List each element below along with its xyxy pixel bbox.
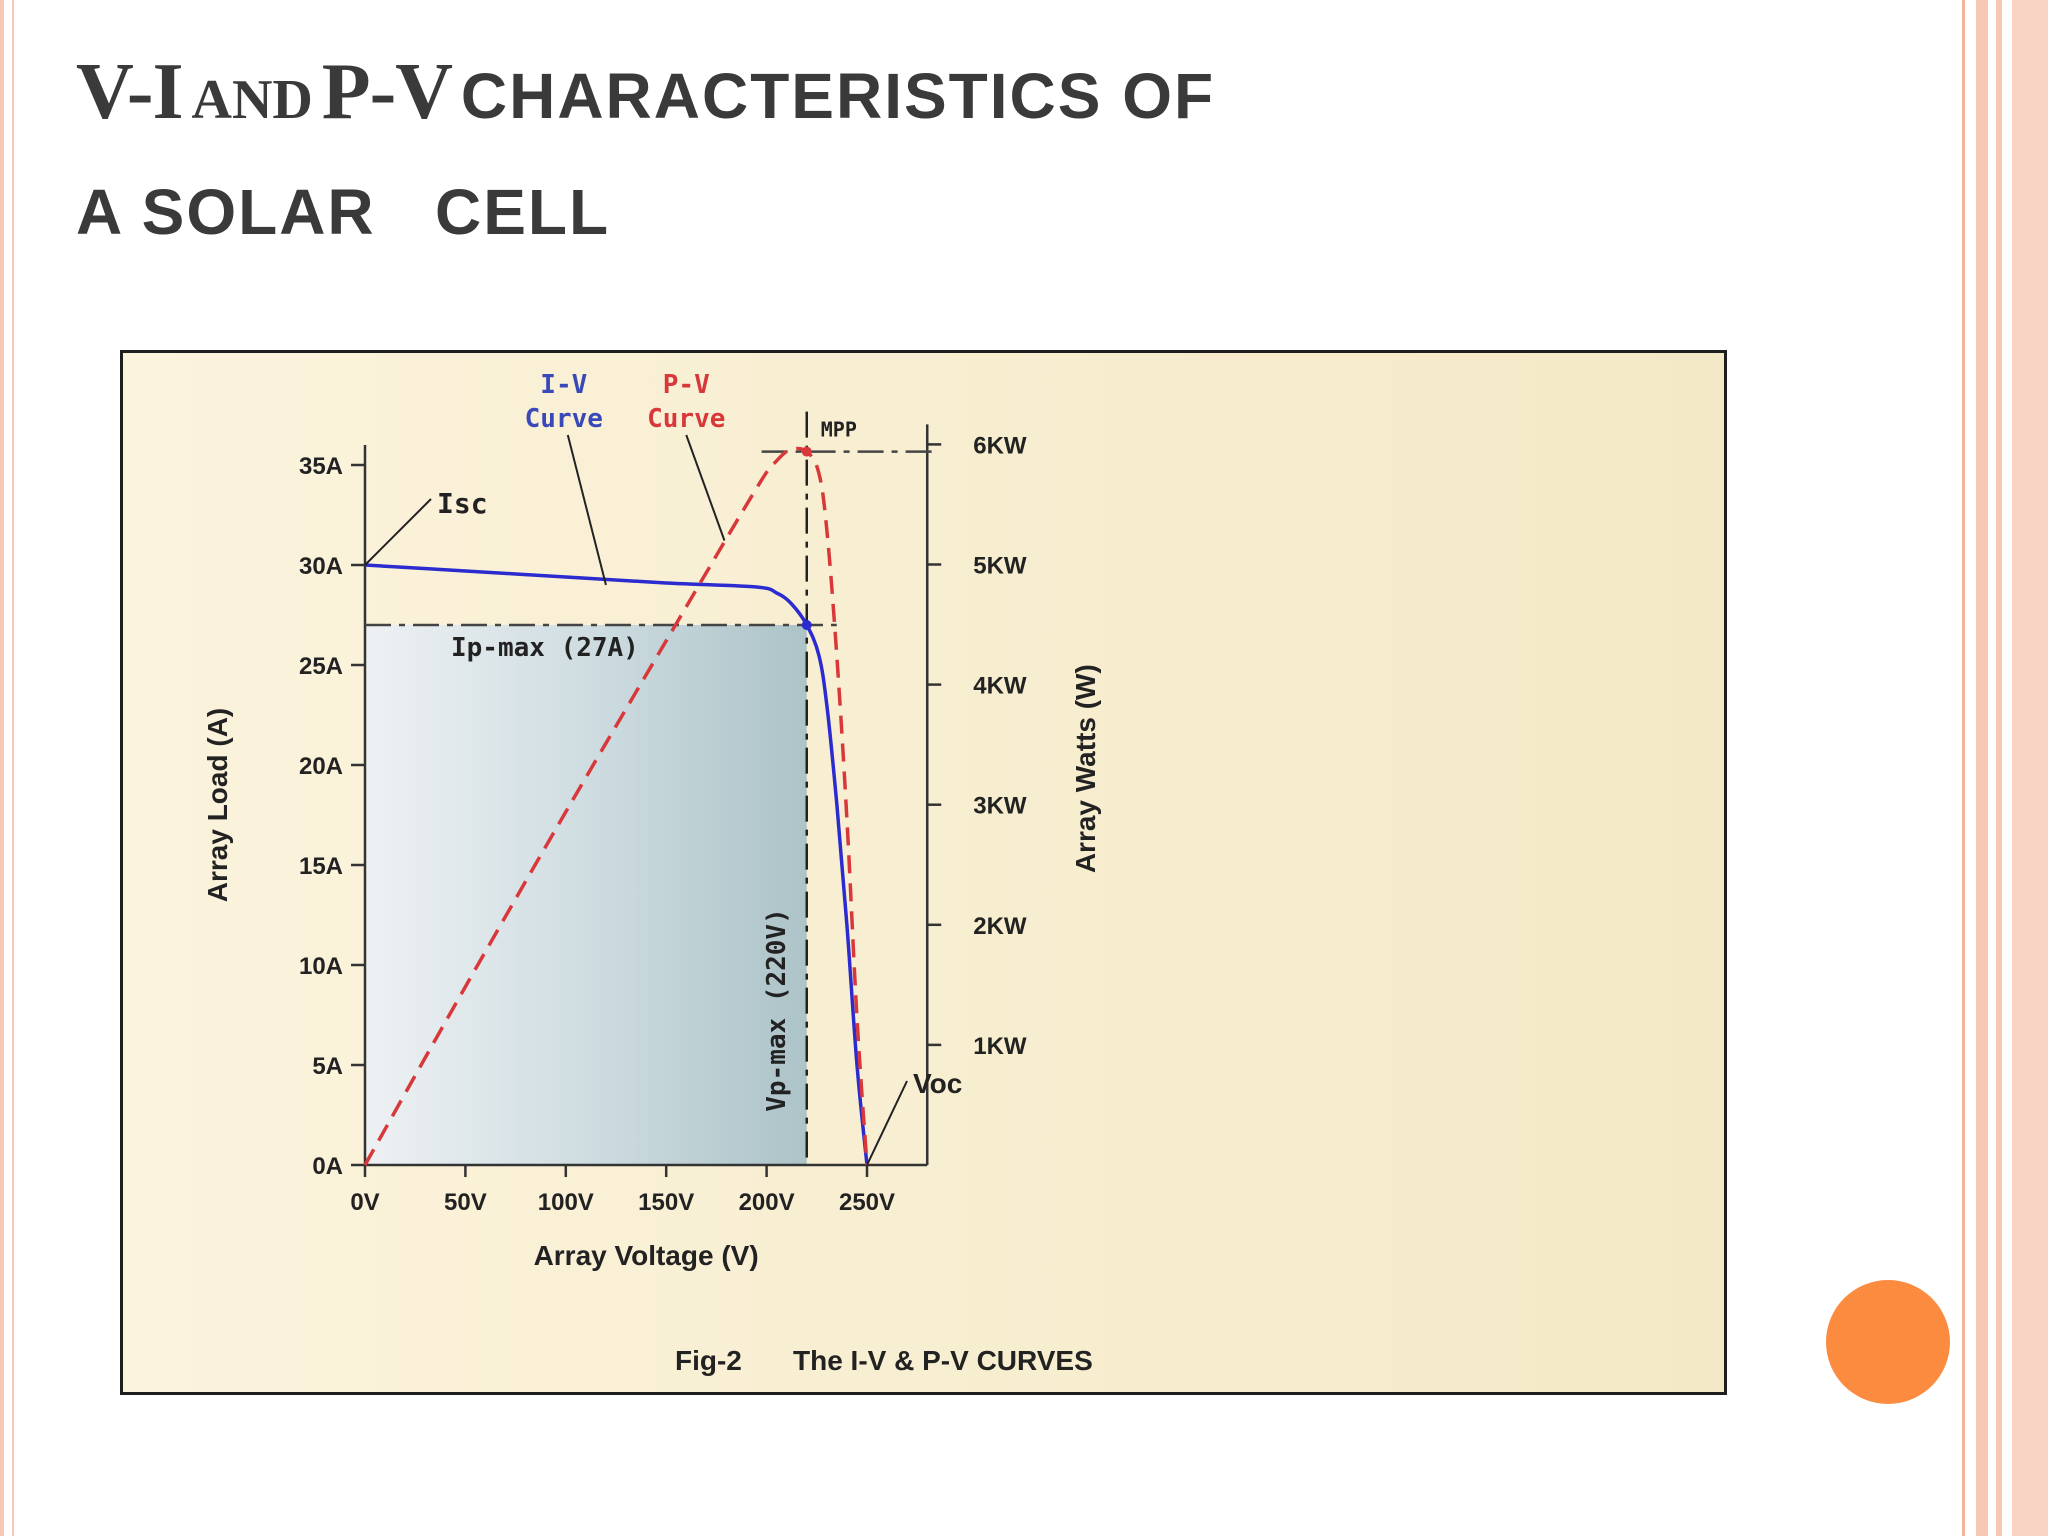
pv-label-leader — [685, 434, 726, 541]
y-left-tick-label: 5A — [312, 1053, 343, 1080]
x-tick-label: 0V — [350, 1189, 379, 1216]
y-left-tick-label: 20A — [299, 753, 343, 780]
voc-leader — [866, 1080, 908, 1166]
title-vi: V-I — [76, 48, 184, 136]
slide-border-left-inner — [12, 0, 14, 1536]
slide-border-left-outer — [0, 0, 4, 1536]
vp-max-label: Vp-max (220V) — [762, 908, 792, 1112]
ip-max-point — [801, 620, 812, 630]
x-tick-label: 150V — [638, 1189, 694, 1216]
y-left-tick-label: 0A — [312, 1153, 343, 1180]
figure-caption: The I-V & P-V CURVES — [793, 1345, 1093, 1376]
slide-title: V-I AND P-V CHARACTERISTICS OF A SOLAR C… — [76, 40, 1215, 276]
slide-border-right-band — [2012, 0, 2048, 1536]
y-right-tick-label: 3KW — [973, 793, 1027, 820]
pv-curve — [363, 446, 869, 1166]
x-axis-title: Array Voltage (V) — [534, 1240, 759, 1271]
iv-curve-label-line2: Curve — [525, 404, 603, 434]
chart-figure: 0V 50V 100V 150V 200V 250V 0A 5A 10A 15A 20A 25A 30… — [120, 350, 1727, 1395]
title-characteristics: CHARACTERISTICS OF — [460, 60, 1216, 132]
slide-border-right-stripe — [1976, 0, 1988, 1536]
x-tick-label: 50V — [444, 1189, 487, 1216]
mpp-point — [801, 446, 812, 457]
ip-max-label: Ip-max (27A) — [451, 633, 639, 663]
pv-curve-label-line2: Curve — [647, 404, 725, 434]
chart-background — [123, 353, 1724, 1392]
y-left-tick-label: 30A — [299, 553, 343, 580]
title-and: AND — [191, 69, 313, 131]
iv-curve-label-line1: I-V — [540, 370, 587, 400]
isc-label: Isc — [437, 487, 488, 520]
isc-leader — [364, 498, 432, 566]
figure-number: Fig-2 — [675, 1345, 742, 1376]
max-power-rectangle — [365, 625, 807, 1165]
iv-label-leader — [566, 434, 607, 586]
slide-border-right-line — [1962, 0, 1965, 1536]
title-pv: P-V — [321, 48, 453, 136]
left-y-axis-title: Array Load (A) — [202, 708, 233, 902]
y-left-tick-label: 15A — [299, 853, 343, 880]
x-tick-label: 200V — [739, 1189, 795, 1216]
y-left-tick-label: 25A — [299, 653, 343, 680]
y-right-tick-label: 6KW — [973, 432, 1027, 459]
y-left-tick-label: 10A — [299, 953, 343, 980]
pv-curve-label-line1: P-V — [663, 370, 710, 400]
y-right-tick-label: 1KW — [973, 1033, 1027, 1060]
iv-pv-chart: 0V 50V 100V 150V 200V 250V 0A 5A 10A 15A 20A 25A 30… — [123, 353, 1724, 1392]
y-right-tick-label: 4KW — [973, 673, 1027, 700]
y-left-tick-label: 35A — [299, 453, 343, 480]
y-right-tick-label: 5KW — [973, 553, 1027, 580]
iv-curve — [364, 563, 869, 1166]
decorative-orange-circle — [1826, 1280, 1950, 1404]
y-right-tick-label: 2KW — [973, 913, 1027, 940]
mpp-label: MPP — [821, 418, 857, 442]
slide-border-right-stripe-2 — [1996, 0, 2002, 1536]
right-y-axis-title: Array Watts (W) — [1070, 664, 1101, 873]
title-line-2: A SOLAR CELL — [76, 176, 611, 248]
x-tick-label: 250V — [839, 1189, 895, 1216]
x-tick-label: 100V — [538, 1189, 594, 1216]
voc-label: Voc — [913, 1068, 962, 1099]
